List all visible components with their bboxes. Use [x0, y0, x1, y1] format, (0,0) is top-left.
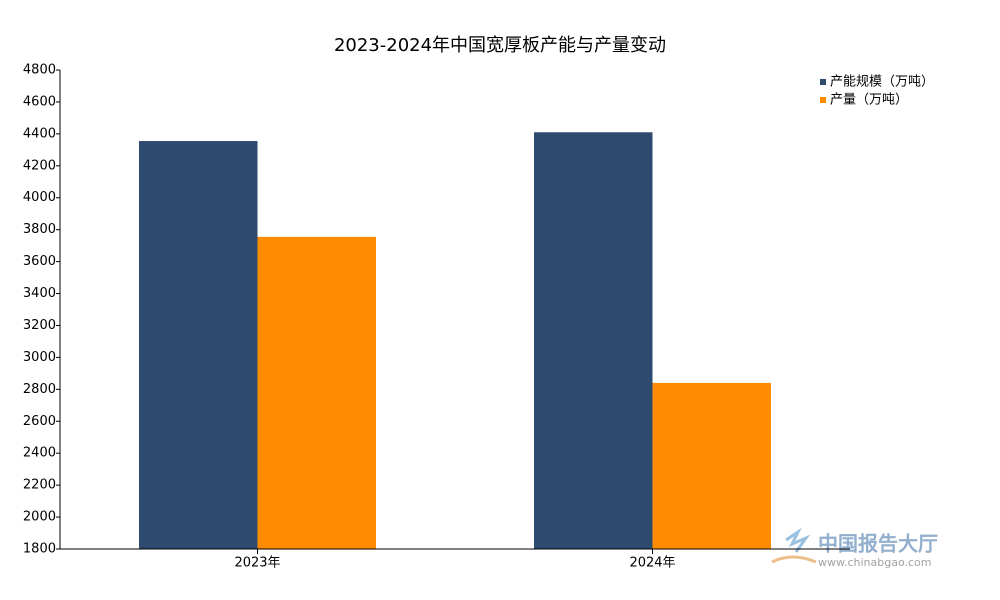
legend-swatch	[820, 79, 826, 85]
y-tick-label: 2400	[23, 446, 56, 461]
y-tick-label: 2800	[23, 382, 56, 397]
watermark-url: www.chinabgao.com	[818, 556, 932, 569]
bar	[257, 236, 376, 549]
y-tick-label: 2000	[23, 510, 56, 525]
y-tick-label: 4400	[23, 126, 56, 141]
y-tick-label: 3800	[23, 222, 56, 237]
x-tick-label: 2023年	[234, 556, 280, 571]
bar	[139, 141, 258, 549]
y-tick-label: 2200	[23, 478, 56, 493]
legend-label: 产能规模（万吨）	[830, 75, 934, 90]
y-tick-label: 4800	[23, 63, 56, 78]
chart-title: 2023-2024年中国宽厚板产能与产量变动	[334, 35, 666, 56]
bar	[534, 132, 653, 549]
watermark-logo	[785, 527, 811, 553]
watermark-name: 中国报告大厅	[818, 532, 938, 556]
y-tick-label: 3400	[23, 286, 56, 301]
y-tick-label: 4000	[23, 190, 56, 205]
y-tick-label: 1800	[23, 542, 56, 557]
y-tick-label: 2600	[23, 414, 56, 429]
legend-label: 产量（万吨）	[830, 93, 908, 108]
y-tick-label: 4200	[23, 158, 56, 173]
legend-swatch	[820, 97, 826, 103]
y-tick-label: 4600	[23, 94, 56, 109]
y-tick-label: 3200	[23, 318, 56, 333]
watermark-logo	[771, 555, 817, 564]
y-tick-label: 3600	[23, 254, 56, 269]
y-tick-label: 3000	[23, 350, 56, 365]
x-tick-label: 2024年	[629, 556, 675, 571]
watermark: 中国报告大厅 www.chinabgao.com	[771, 527, 938, 569]
bar	[652, 382, 771, 549]
